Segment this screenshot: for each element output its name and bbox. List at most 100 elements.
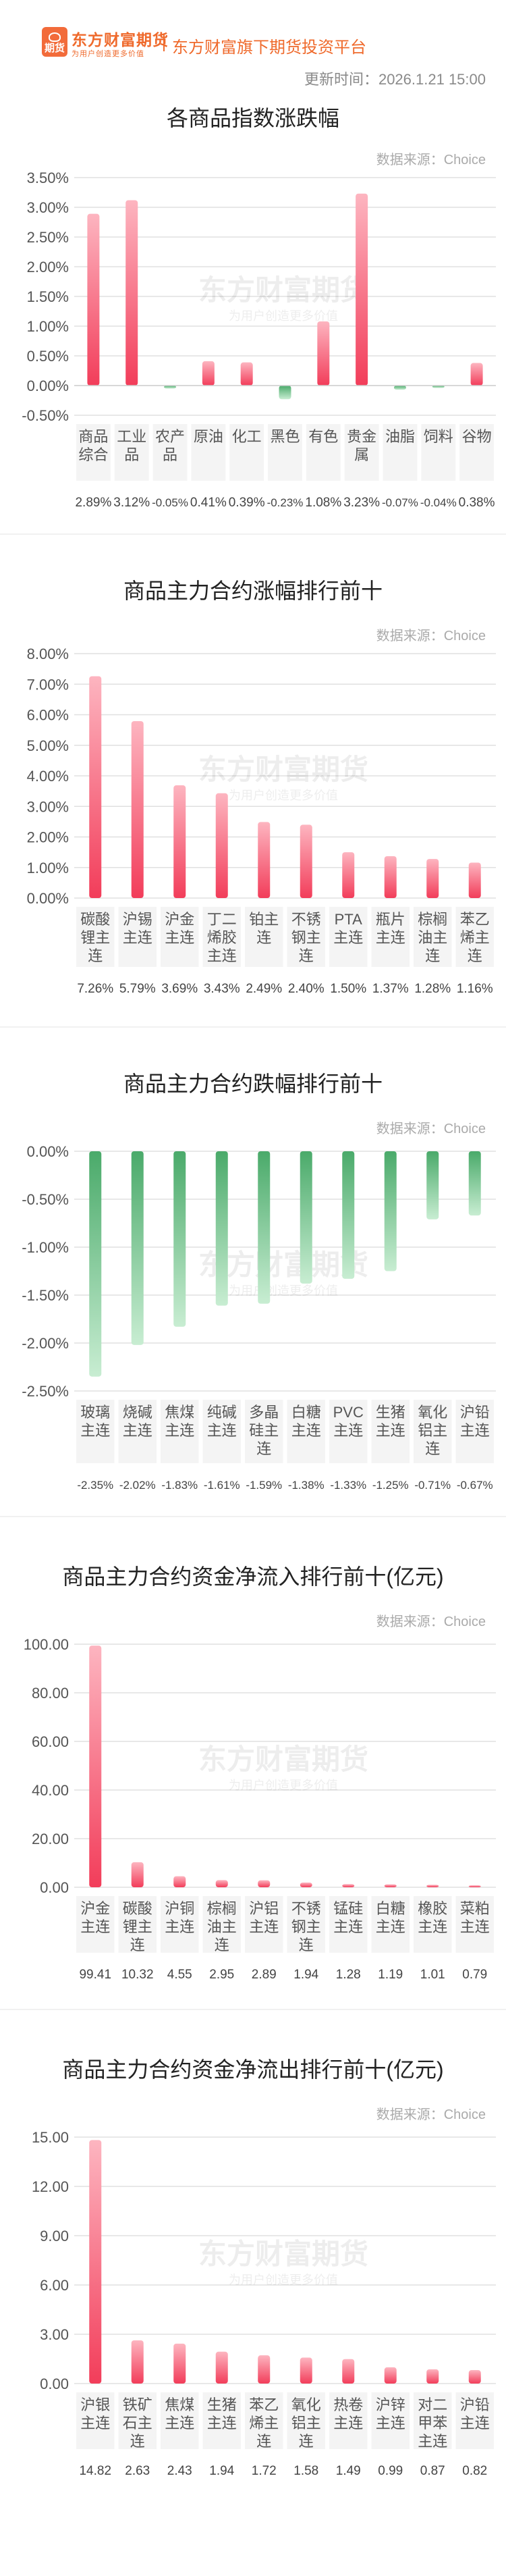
category-cell <box>414 1400 452 1463</box>
chart-svg: 100.00 80.00 60.00 40.00 20.00 0.00 东方财富期货为用户创… <box>24 1636 496 1982</box>
section-separator <box>0 533 506 535</box>
category-cell <box>161 2392 199 2449</box>
y-tick-label: -1.00% <box>22 1239 69 1256</box>
y-tick-label: -0.50% <box>22 407 69 424</box>
bar <box>432 386 445 388</box>
x-tick-label: 沪银主连 <box>80 2396 110 2432</box>
chart-source: 数据来源：Choice <box>376 153 486 167</box>
category-cell <box>344 424 379 481</box>
bar <box>300 1151 312 1284</box>
data-label: -0.05% <box>152 496 188 509</box>
category-cell <box>229 424 264 481</box>
data-label: 4.55 <box>167 1968 192 1982</box>
bar <box>470 363 483 386</box>
data-label: 0.99 <box>378 2464 403 2478</box>
y-tick-label: 2.00% <box>27 259 69 275</box>
data-label: 1.01 <box>420 1968 445 1982</box>
y-tick-label: 3.50% <box>27 169 69 186</box>
data-label: -1.25% <box>372 1479 409 1492</box>
category-cell <box>414 1896 452 1953</box>
category-cell <box>287 907 325 967</box>
bar <box>215 2351 228 2384</box>
category-cell <box>161 1400 199 1463</box>
bar <box>89 1151 102 1377</box>
y-tick-label: 0.00 <box>40 2375 69 2392</box>
watermark-name: 东方财富期货 <box>198 2239 368 2271</box>
data-label: 1.72 <box>252 2464 277 2478</box>
y-tick-label: 1.00% <box>27 860 69 876</box>
watermark-slogan: 为用户创造更多价值 <box>229 309 338 323</box>
category-cell <box>268 424 302 481</box>
bar <box>215 1880 228 1887</box>
category-cell <box>459 424 494 481</box>
category-cell <box>76 1400 115 1463</box>
x-tick-label: 菜粕主连 <box>460 1900 490 1935</box>
y-tick-label: 0.50% <box>27 348 69 365</box>
x-tick-label: 白糖主连 <box>291 1404 321 1439</box>
chart-svg: 8.00% 7.00% 6.00% 5.00% 4.00% 3.00% 2.00% 1.00%… <box>27 646 496 996</box>
bar <box>384 1884 397 1887</box>
data-label: 2.89% <box>75 496 111 510</box>
data-label: 2.49% <box>246 982 282 996</box>
x-tick-label: 黑色 <box>270 428 300 445</box>
x-tick-label: 对二甲苯主连 <box>418 2396 447 2450</box>
data-label: 1.16% <box>457 982 493 996</box>
x-tick-label: 沪铅主连 <box>460 2396 490 2432</box>
category-cell <box>414 907 452 967</box>
bar <box>468 1885 481 1887</box>
category-cell <box>76 1896 115 1953</box>
bar <box>468 1151 481 1216</box>
x-tick-label: 沪锡主连 <box>123 911 152 946</box>
bar <box>173 785 186 898</box>
y-tick-label: 2.50% <box>27 229 69 246</box>
brand-slogan: 为用户创造更多价值 <box>72 50 144 58</box>
watermark-slogan: 为用户创造更多价值 <box>229 1284 338 1298</box>
x-tick-label: 沪金主连 <box>165 911 194 946</box>
data-label: 2.63 <box>125 2464 150 2478</box>
bar <box>215 1151 228 1306</box>
x-tick-label: 谷物 <box>462 428 492 445</box>
section-separator <box>0 1026 506 1028</box>
data-label: -2.35% <box>77 1479 113 1492</box>
x-tick-label: 烧碱主连 <box>123 1404 152 1439</box>
x-tick-label: 沪铜主连 <box>165 1900 194 1935</box>
y-tick-label: 100.00 <box>24 1636 69 1653</box>
bar <box>342 852 355 898</box>
chart-source: 数据来源：Choice <box>376 629 486 643</box>
data-label: 3.23% <box>343 496 380 510</box>
watermark-slogan: 为用户创造更多价值 <box>229 2273 338 2287</box>
x-tick-label: 白糖主连 <box>376 1900 405 1935</box>
y-tick-label: 0.00% <box>27 1143 69 1160</box>
x-tick-label: PTA 主连 <box>333 911 363 946</box>
bar <box>131 1862 144 1887</box>
y-tick-label: -0.50% <box>22 1191 69 1208</box>
bar <box>279 386 291 400</box>
data-label: 14.82 <box>79 2464 111 2478</box>
bar <box>356 193 368 386</box>
y-tick-label: 1.00% <box>27 318 69 335</box>
category-cell <box>329 1896 368 1953</box>
bar <box>89 676 102 898</box>
category-cell <box>329 1400 368 1463</box>
x-tick-label: 不锈钢主连 <box>291 1900 321 1953</box>
x-tick-label: 焦煤主连 <box>165 2396 194 2432</box>
bar <box>173 2343 186 2384</box>
x-tick-label: 苯乙烯主连 <box>460 911 490 964</box>
category-cell <box>371 907 410 967</box>
bar <box>258 822 271 898</box>
bar <box>317 321 330 386</box>
watermark-name: 东方财富期货 <box>198 1744 368 1776</box>
category-cell <box>152 424 188 481</box>
bar <box>131 2340 144 2384</box>
brand-divider <box>163 34 165 51</box>
bar <box>240 362 253 386</box>
x-tick-label: 氧化铝主连 <box>418 1404 447 1457</box>
x-tick-label: 沪铅主连 <box>460 1404 490 1439</box>
data-label: 0.79 <box>462 1968 487 1982</box>
y-tick-label: 4.00% <box>27 768 69 785</box>
bar <box>173 1151 186 1327</box>
data-label: 3.69% <box>161 982 198 996</box>
x-tick-label: PVC 主连 <box>333 1404 364 1439</box>
x-tick-label: 氧化铝主连 <box>291 2396 321 2450</box>
category-cell <box>455 2392 494 2449</box>
